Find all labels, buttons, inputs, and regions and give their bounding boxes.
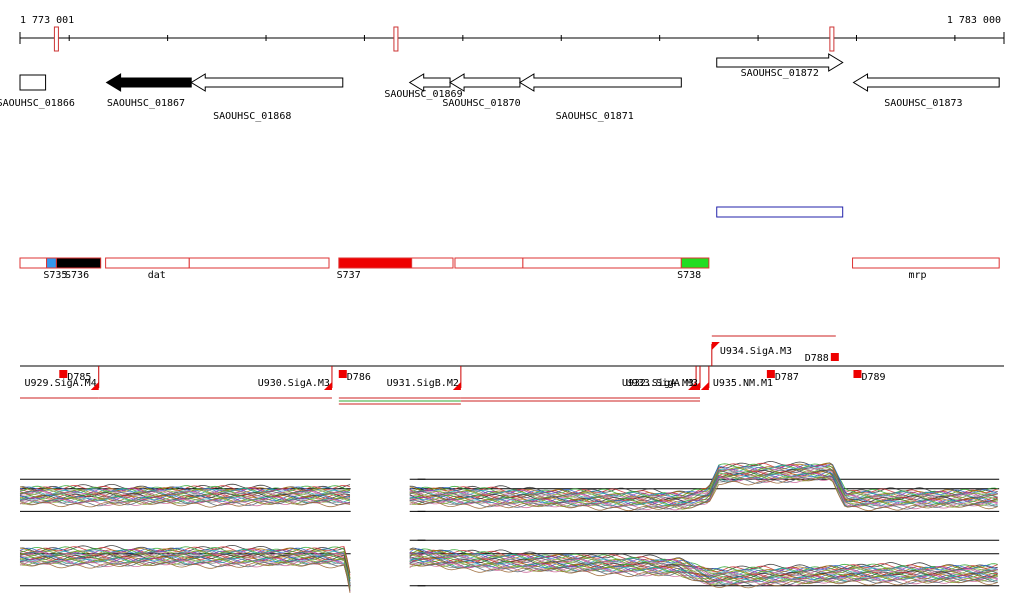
gene-label: SAOUHSC_01867 xyxy=(107,98,185,109)
terminator-mark xyxy=(830,353,839,361)
expression-line xyxy=(19,557,351,588)
gene-arrow xyxy=(19,74,47,91)
segment-block xyxy=(105,257,190,269)
terminator-label: D787 xyxy=(775,372,799,383)
gene-arrow xyxy=(716,53,844,72)
segment-block xyxy=(680,257,710,269)
segment-block xyxy=(46,257,57,269)
expression-profiles xyxy=(19,460,1000,593)
segment-label: S737 xyxy=(337,270,361,281)
terminator-label: D786 xyxy=(347,372,371,383)
segment-block xyxy=(188,257,330,269)
gene-label: SAOUHSC_01868 xyxy=(213,111,291,122)
gene-track: SAOUHSC_01866 SAOUHSC_01867 SAOUHSC_01868 S… xyxy=(0,53,1000,122)
terminator-label: D789 xyxy=(861,372,885,383)
tss-label: U930.SigA.M3 xyxy=(258,378,330,389)
expression-line xyxy=(409,473,998,508)
gene-arrow xyxy=(518,73,682,92)
tss-flag xyxy=(700,382,709,390)
segment-label: S736 xyxy=(65,270,89,281)
feature-box xyxy=(716,206,844,218)
segment-block xyxy=(411,257,454,269)
expression-line xyxy=(19,500,351,508)
segment-block xyxy=(454,257,524,269)
segment-block xyxy=(338,257,413,269)
terminator-mark xyxy=(853,370,862,378)
segment-block xyxy=(55,257,102,269)
tss-label: U933.SigA.M3 xyxy=(626,378,698,389)
ruler-end-label: 1 783 000 xyxy=(947,15,1001,26)
feature-track xyxy=(716,206,844,218)
tss-label: U934.SigA.M3 xyxy=(720,346,792,357)
tss-flag xyxy=(711,342,720,350)
tss-label: U932.SigA.M3 xyxy=(622,378,694,389)
expression-line xyxy=(409,563,998,589)
expression-line xyxy=(409,558,998,585)
gene-label: SAOUHSC_01866 xyxy=(0,98,75,109)
tu-features: U929.SigA.M4 U930.SigA.M3 U931.SigB.M2 U932… xyxy=(24,342,886,390)
gene-label: SAOUHSC_01869 xyxy=(384,89,462,100)
gene-label: SAOUHSC_01871 xyxy=(556,111,634,122)
expression-line xyxy=(19,551,351,585)
expression-line xyxy=(409,462,998,498)
ruler-marker xyxy=(393,26,399,52)
ruler: 1 773 001 1 783 000 xyxy=(19,15,1005,52)
segment-label: dat xyxy=(148,270,166,281)
expression-line xyxy=(409,476,998,512)
tss-label: U935.NM.M1 xyxy=(713,378,773,389)
expression-track xyxy=(19,460,1000,512)
ruler-marker xyxy=(829,26,835,52)
gene-label: SAOUHSC_01870 xyxy=(442,98,520,109)
expression-line xyxy=(409,548,998,575)
segment-block xyxy=(19,257,48,269)
tss-flag xyxy=(90,382,99,390)
expression-line xyxy=(19,490,351,498)
ruler-marker xyxy=(53,26,59,52)
tss-flag xyxy=(692,382,701,390)
ruler-ticks xyxy=(68,35,956,41)
tss-label: U929.SigA.M4 xyxy=(24,378,96,389)
expression-line xyxy=(409,471,998,506)
expression-line xyxy=(19,486,351,494)
gene-arrow xyxy=(449,73,521,92)
expression-line xyxy=(409,557,998,580)
transcript-track xyxy=(20,335,836,405)
gene-label: SAOUHSC_01872 xyxy=(741,68,819,79)
ruler-markers xyxy=(53,26,835,52)
expression-line xyxy=(19,546,351,579)
terminator-mark xyxy=(766,370,775,378)
segment-block xyxy=(522,257,682,269)
expression-track xyxy=(19,539,1000,593)
gene-arrow xyxy=(105,73,192,92)
segment-label: S735 xyxy=(43,270,67,281)
gene-arrow xyxy=(190,73,344,92)
terminator-mark xyxy=(59,370,68,378)
gene-arrow xyxy=(408,73,451,92)
expression-line xyxy=(409,477,998,511)
expression-line xyxy=(19,485,351,493)
terminator-mark xyxy=(338,370,347,378)
tss-label: U931.SigB.M2 xyxy=(387,378,459,389)
transcription-unit-track: U929.SigA.M4 U930.SigA.M3 U931.SigB.M2 U932… xyxy=(20,342,1004,390)
tss-flag xyxy=(452,382,461,390)
segment-block xyxy=(852,257,1000,269)
segment-label: mrp xyxy=(908,270,926,281)
expression-line xyxy=(19,561,351,593)
segment-label: S738 xyxy=(677,270,701,281)
terminator-label: D788 xyxy=(805,353,829,364)
expression-line xyxy=(19,496,351,504)
terminator-label: D785 xyxy=(67,372,91,383)
tss-flag xyxy=(323,382,332,390)
expression-line xyxy=(19,547,351,580)
expression-line xyxy=(409,562,998,586)
ruler-start-label: 1 773 001 xyxy=(20,15,74,26)
gene-arrow xyxy=(852,73,1000,92)
gene-label: SAOUHSC_01873 xyxy=(884,98,962,109)
